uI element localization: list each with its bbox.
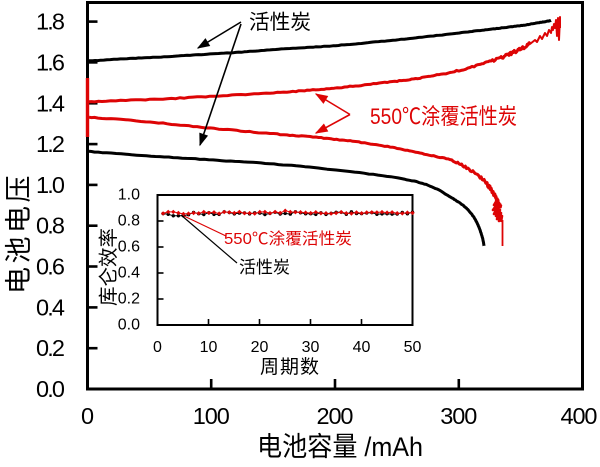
svg-text:0.2: 0.2 [118, 291, 140, 308]
svg-text:1.8: 1.8 [36, 9, 65, 35]
svg-text:0: 0 [81, 403, 94, 429]
svg-text:电池容量 /mAh: 电池容量 /mAh [257, 432, 423, 462]
svg-text:50: 50 [404, 339, 422, 356]
svg-text:电池电压: 电池电压 [4, 172, 34, 294]
svg-text:1.6: 1.6 [36, 49, 65, 75]
svg-text:550℃涂覆活性炭: 550℃涂覆活性炭 [224, 230, 352, 248]
svg-text:0.0: 0.0 [118, 317, 140, 334]
svg-text:0: 0 [153, 339, 162, 356]
svg-text:活性炭: 活性炭 [249, 11, 311, 34]
svg-text:1.0: 1.0 [36, 172, 65, 198]
svg-text:550℃涂覆活性炭: 550℃涂覆活性炭 [370, 104, 517, 129]
svg-text:活性炭: 活性炭 [239, 258, 290, 277]
svg-text:1.2: 1.2 [36, 131, 65, 157]
svg-text:100: 100 [193, 403, 230, 429]
svg-text:300: 300 [440, 403, 477, 429]
svg-text:0.0: 0.0 [36, 376, 65, 402]
svg-text:库仑效率: 库仑效率 [98, 228, 120, 306]
svg-text:0.4: 0.4 [118, 265, 140, 282]
svg-text:20: 20 [251, 339, 269, 356]
svg-text:200: 200 [317, 403, 354, 429]
svg-text:10: 10 [200, 339, 218, 356]
svg-text:0.8: 0.8 [118, 213, 140, 230]
svg-text:400: 400 [561, 403, 598, 429]
svg-text:1.0: 1.0 [118, 187, 140, 204]
svg-text:0.6: 0.6 [36, 254, 65, 280]
svg-text:1.4: 1.4 [36, 90, 65, 116]
svg-text:周期数: 周期数 [260, 356, 320, 378]
svg-text:0.4: 0.4 [36, 294, 65, 320]
svg-text:40: 40 [353, 339, 371, 356]
svg-text:0.8: 0.8 [36, 213, 65, 239]
svg-text:0.2: 0.2 [36, 335, 65, 361]
svg-text:0.6: 0.6 [118, 239, 140, 256]
svg-text:30: 30 [302, 339, 320, 356]
